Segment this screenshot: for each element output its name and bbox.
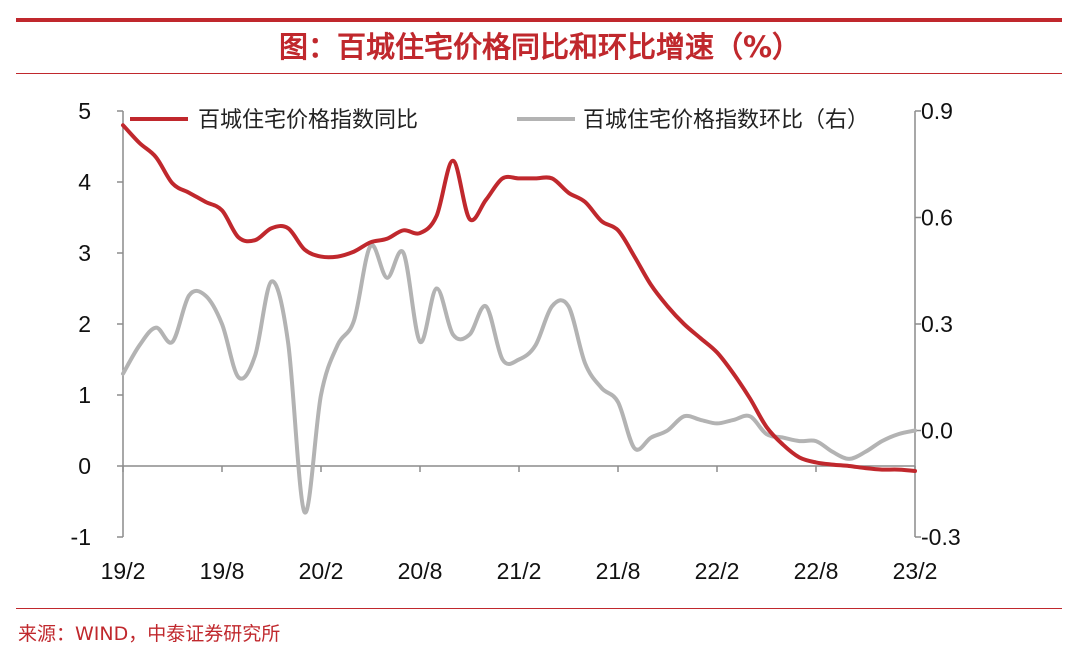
x-axis-ticks: 19/2 19/8 20/2 20/8 21/2 21/8 22/2 22/8 23/2 xyxy=(101,466,938,584)
bottom-rule xyxy=(16,608,1062,609)
right-tick-label: -0.3 xyxy=(921,524,961,550)
source-note: 来源：WIND，中泰证券研究所 xyxy=(18,623,281,645)
x-tick-label: 19/8 xyxy=(200,558,245,584)
series-line-yoy xyxy=(121,123,917,473)
left-tick-label: 3 xyxy=(78,240,91,266)
x-tick-label: 21/8 xyxy=(596,558,641,584)
chart-title: 图：百城住宅价格同比和环比增速（%） xyxy=(278,30,802,64)
x-tick-label: 21/2 xyxy=(497,558,542,584)
line-chart: -1 0 1 2 3 4 5 -0.3 0.0 0.3 0.6 0.9 19/2 19/8 20/2 20… xyxy=(71,98,961,584)
right-tick-label: 0.3 xyxy=(921,311,953,337)
series-layer xyxy=(121,123,917,515)
legend-item-yoy: 百城住宅价格指数同比 xyxy=(130,108,418,133)
right-tick-label: 0.0 xyxy=(921,418,953,444)
title-rule xyxy=(16,73,1062,74)
x-tick-label: 20/2 xyxy=(299,558,344,584)
left-tick-label: 2 xyxy=(78,311,91,337)
x-tick-label: 23/2 xyxy=(893,558,938,584)
top-rule xyxy=(16,18,1062,22)
left-tick-label: 4 xyxy=(78,169,91,195)
axes xyxy=(122,111,916,537)
x-tick-label: 20/8 xyxy=(398,558,443,584)
series-line-mom xyxy=(121,243,917,515)
legend-label: 百城住宅价格指数同比 xyxy=(198,108,418,133)
left-axis-ticks: -1 0 1 2 3 4 5 xyxy=(71,98,123,550)
x-tick-label: 22/2 xyxy=(695,558,740,584)
left-tick-label: 0 xyxy=(78,453,91,479)
x-tick-label: 22/8 xyxy=(794,558,839,584)
legend-label: 百城住宅价格指数环比（右） xyxy=(583,108,869,133)
right-tick-label: 0.6 xyxy=(921,205,953,231)
legend-item-mom: 百城住宅价格指数环比（右） xyxy=(517,108,869,133)
left-tick-label: 5 xyxy=(78,98,91,124)
legend: 百城住宅价格指数同比 百城住宅价格指数环比（右） xyxy=(130,108,869,133)
left-tick-label: 1 xyxy=(78,382,91,408)
right-tick-label: 0.9 xyxy=(921,98,953,124)
x-tick-label: 19/2 xyxy=(101,558,146,584)
right-axis-ticks: -0.3 0.0 0.3 0.6 0.9 xyxy=(915,98,961,550)
left-tick-label: -1 xyxy=(71,524,91,550)
